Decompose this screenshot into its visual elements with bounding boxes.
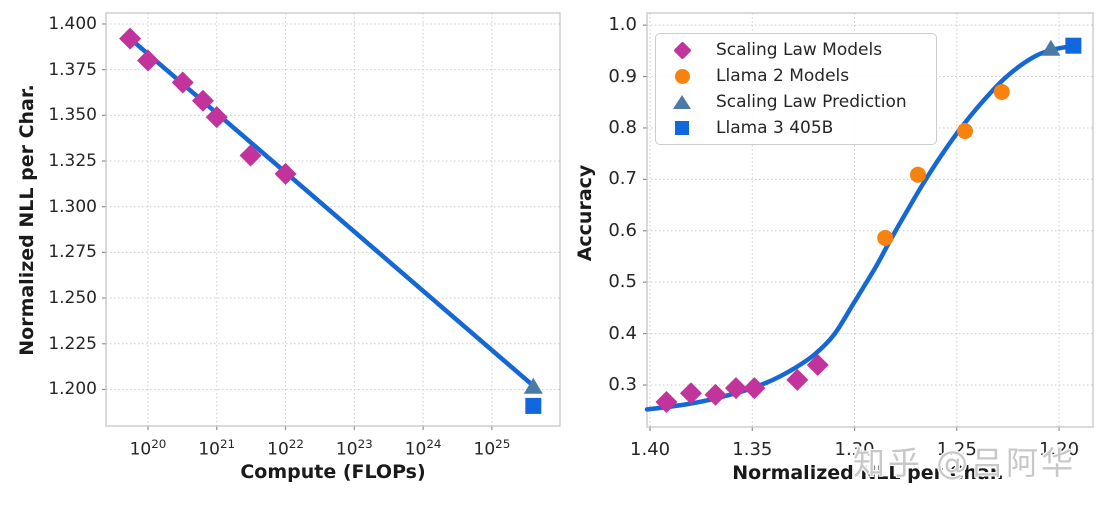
scaling-law-model-point [724,377,747,400]
legend-item: Llama 3 405B [656,115,936,141]
legend: Scaling Law Models Llama 2 Models Scaling … [655,33,937,145]
legend-item: Scaling Law Prediction [656,89,936,115]
scaling-law-model-point [786,368,809,391]
scaling-law-fit-line [127,36,536,389]
watermark: 知乎 @吕阿华 [853,444,1077,482]
legend-marker-box [671,68,693,84]
diamond-icon [672,40,692,60]
scaling-law-model-point [274,162,297,185]
sigmoid-fit-curve [644,47,1054,412]
left-panel-frame [105,12,561,427]
scaling-law-model-point [806,353,829,376]
scaling-law-model-point [191,89,214,112]
llama2-model-point [993,83,1010,100]
triangle-icon [673,95,691,109]
scaling-law-model-point [679,382,702,405]
square-icon [675,121,689,135]
legend-marker-box [671,40,693,60]
scaling-law-model-point [704,383,727,406]
scaling-law-model-point [171,71,194,94]
llama2-model-point [956,123,973,140]
circle-icon [674,68,690,84]
scaling-law-model-point [743,377,766,400]
legend-item-label: Llama 2 Models [716,66,850,86]
legend-marker-box [671,121,693,135]
legend-marker-box [671,95,693,109]
scaling-law-prediction-point [523,377,543,394]
scaling-law-model-point [205,106,228,129]
legend-item-label: Scaling Law Models [716,40,883,60]
llama3-405b-point [525,397,542,414]
llama2-model-point [909,166,926,183]
legend-item-label: Scaling Law Prediction [716,92,907,112]
legend-item: Scaling Law Models [656,37,936,63]
scaling-law-model-point [136,49,159,72]
scaling-law-model-point [655,390,678,413]
scaling-law-model-point [239,144,262,167]
legend-item-label: Llama 3 405B [716,118,834,138]
llama2-model-point [877,229,894,246]
llama3-405b-point [1065,37,1082,54]
scaling-law-model-point [119,27,142,50]
right-panel-frame [646,12,1094,428]
scaling-law-prediction-point [1041,39,1061,56]
legend-item: Llama 2 Models [656,63,936,89]
